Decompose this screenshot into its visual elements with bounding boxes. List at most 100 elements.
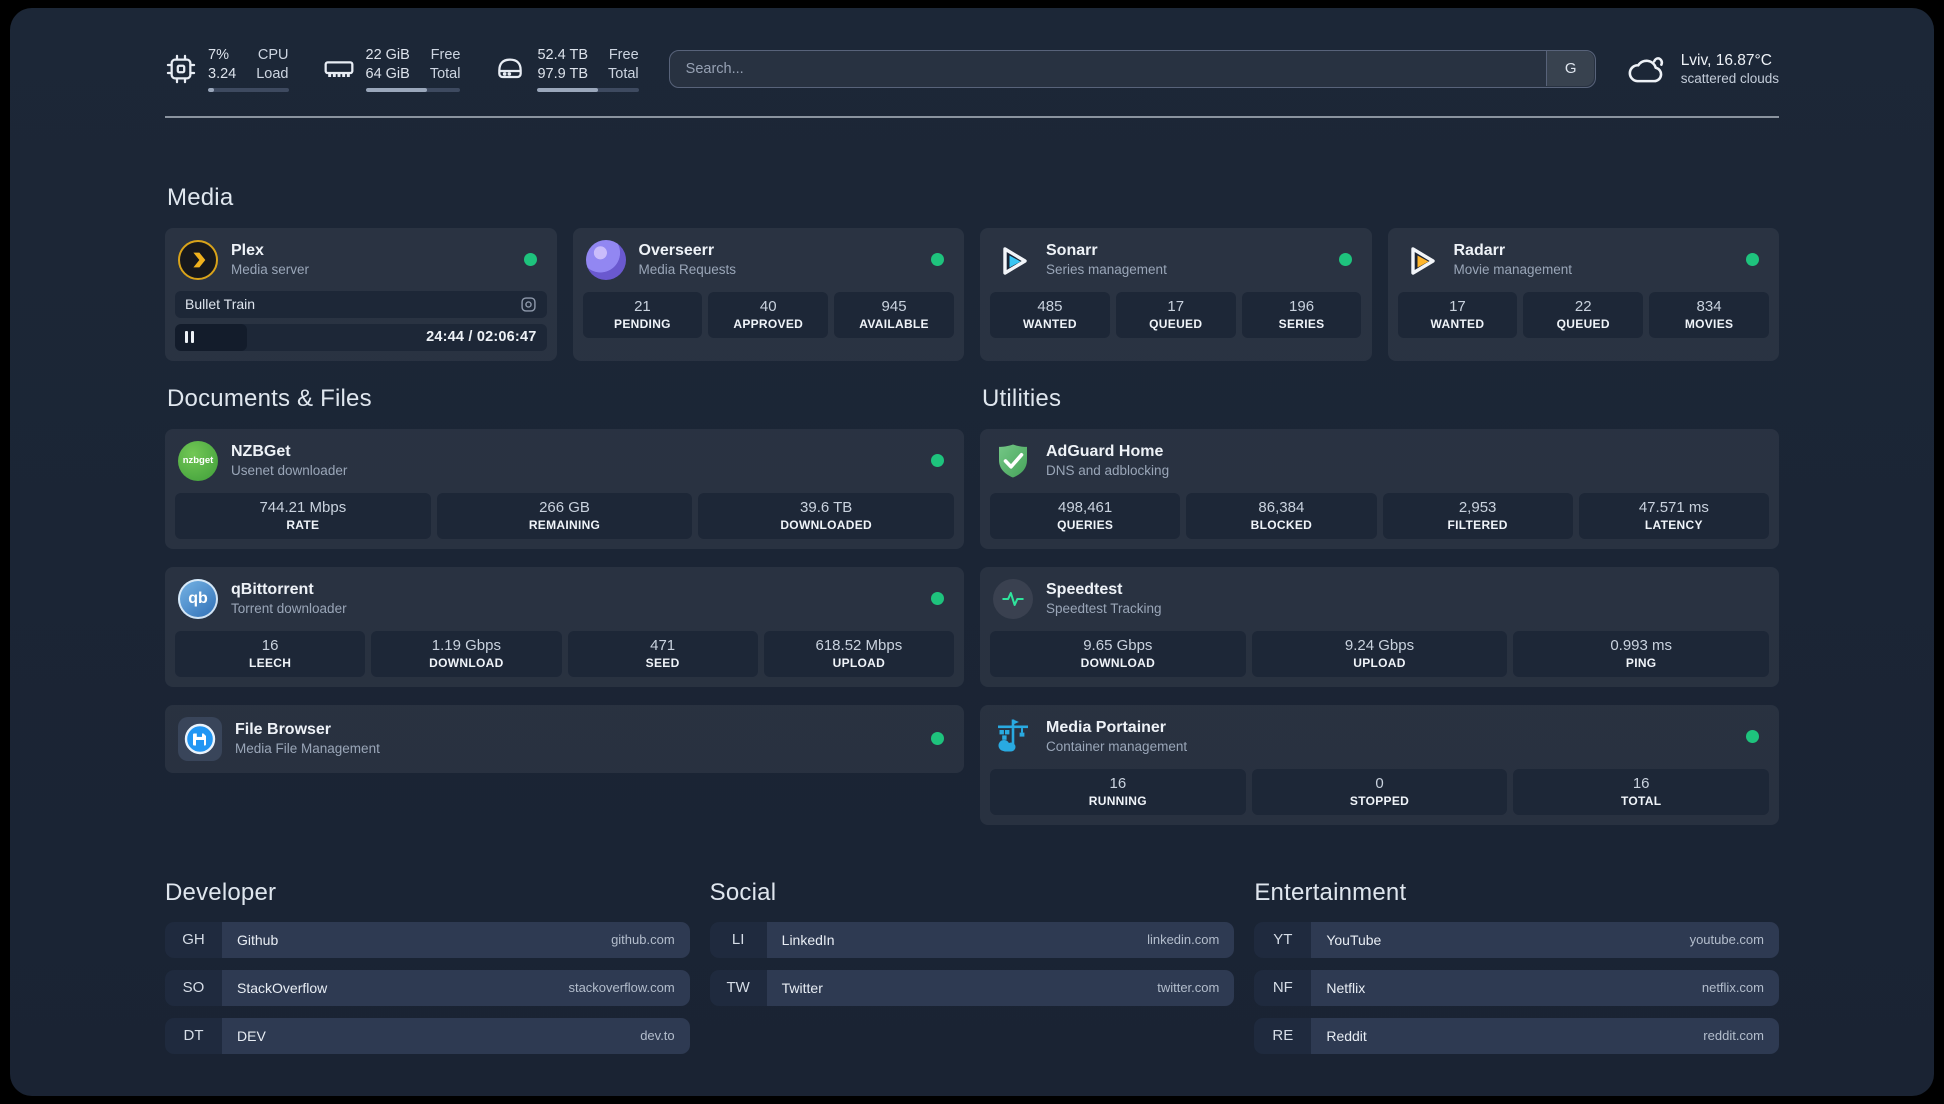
stat-block: 1.19 Gbps DOWNLOAD [371,630,562,677]
bookmark-domain: twitter.com [1157,980,1220,996]
bookmark-domain: github.com [611,932,675,948]
stat-value: 744.21 Mbps [259,498,347,516]
bookmark-stackoverflow[interactable]: SO StackOverflow stackoverflow.com [165,969,690,1006]
dashboard: 7% CPU 3.24 Load 22 Gi [10,8,1934,1096]
stat-value: 945 [881,297,907,315]
section-heading-media: Media [167,183,234,211]
service-subtitle: Media server [231,262,310,278]
service-title: Speedtest [1046,581,1123,599]
service-subtitle: Speedtest Tracking [1046,601,1162,617]
cpu-usage-label: CPU [257,47,289,63]
portainer-card[interactable]: Media Portainer Container management 16 … [980,704,1779,825]
cloud-icon [1628,57,1663,83]
stat-value: 266 GB [539,498,590,516]
status-dot [523,253,537,267]
overseerr-card[interactable]: Overseerr Media Requests 21 PENDING 40 A… [572,227,964,361]
search-provider-button[interactable]: G [1546,51,1595,87]
stat-block: 47.571 ms LATENCY [1578,492,1769,539]
stat-block: 21 PENDING [582,291,703,338]
bookmark-name: YouTube [1326,931,1382,948]
service-title: Plex [231,242,264,260]
bookmark-github[interactable]: GH Github github.com [165,921,690,958]
stat-value: 16 [1109,774,1127,792]
memory-progress-fill [365,87,428,92]
service-title: Radarr [1453,242,1506,260]
stat-block: 22 QUEUED [1523,291,1644,338]
bookmark-youtube[interactable]: YT YouTube youtube.com [1254,921,1779,958]
playback-time: 24:44 / 02:06:47 [426,329,537,346]
stat-value: 17 [1167,297,1185,315]
bookmark-twitter[interactable]: TW Twitter twitter.com [709,969,1235,1006]
speedtest-card[interactable]: Speedtest Speedtest Tracking 9.65 Gbps D… [980,566,1779,687]
stat-value: 16 [261,636,279,654]
search-input[interactable] [668,49,1596,88]
filebrowser-card[interactable]: File Browser Media File Management [165,704,964,773]
stat-value: 618.52 Mbps [815,636,903,654]
stat-label: DOWNLOAD [1080,655,1156,670]
stat-label: MOVIES [1684,316,1734,331]
cpu-icon [166,54,196,84]
bookmark-netflix[interactable]: NF Netflix netflix.com [1254,969,1779,1006]
stat-block: 86,384 BLOCKED [1186,492,1377,539]
bookmark-reddit[interactable]: RE Reddit reddit.com [1254,1017,1779,1054]
stat-label: UPLOAD [832,655,886,670]
service-title: NZBGet [231,443,291,461]
filebrowser-icon [178,716,222,761]
bookmark-domain: reddit.com [1703,1028,1764,1044]
status-dot [1338,253,1352,267]
section-heading-social: Social [709,878,777,906]
bookmark-linkedin[interactable]: LI LinkedIn linkedin.com [709,921,1235,958]
service-title: Sonarr [1046,242,1098,260]
stat-value: 40 [759,297,777,315]
radarr-card[interactable]: Radarr Movie management 17 WANTED 22 QUE… [1387,227,1779,361]
adguard-card[interactable]: AdGuard Home DNS and adblocking 498,461 … [980,428,1779,549]
stat-value: 16 [1632,774,1650,792]
stat-block: 196 SERIES [1241,291,1362,338]
stat-value: 47.571 ms [1638,498,1709,516]
bookmark-abbr: NF [1254,969,1312,1006]
speedtest-icon [993,578,1033,619]
cast-icon [520,297,536,312]
bookmark-name: StackOverflow [237,979,328,996]
memory-icon [324,61,353,77]
cpu-usage-value: 7% [208,47,229,63]
stat-block: 16 TOTAL [1513,768,1770,815]
stat-block: 16 RUNNING [990,768,1246,815]
stat-value: 834 [1696,297,1722,315]
disk-widget: 52.4 TB Free 97.9 TB Total [494,46,639,92]
qbittorrent-icon: qb [178,578,218,619]
stat-label: QUEUED [1556,316,1610,331]
bookmark-dev[interactable]: DT DEV dev.to [165,1017,690,1054]
plex-card[interactable]: Plex Media server Bullet Train 24:44 / 0… [165,227,557,361]
utilities-column: Utilities AdGuard Home [980,385,1779,825]
bookmark-abbr: DT [165,1017,222,1054]
bookmark-domain: linkedin.com [1147,932,1220,948]
stat-block: 9.65 Gbps DOWNLOAD [990,630,1246,677]
stat-value: 39.6 TB [800,498,853,516]
section-heading-developer: Developer [165,878,277,906]
weather-widget: Lviv, 16.87°C scattered clouds [1626,52,1779,86]
stat-label: WANTED [1023,316,1077,331]
stat-label: STOPPED [1349,793,1410,808]
sonarr-card[interactable]: Sonarr Series management 485 WANTED 17 Q… [980,227,1372,361]
service-subtitle: DNS and adblocking [1046,463,1170,479]
bookmark-domain: dev.to [640,1028,675,1044]
disk-icon [498,58,523,78]
stat-label: PENDING [614,316,671,331]
nzbget-card[interactable]: nzbget NZBGet Usenet downloader 744.21 M… [165,428,964,549]
stat-value: 0.993 ms [1610,636,1673,654]
stat-label: FILTERED [1447,517,1508,532]
stat-value: 86,384 [1258,498,1305,516]
entertainment-group: Entertainment YT YouTube youtube.com NF … [1254,879,1779,1054]
status-dot [1746,253,1759,267]
memory-total-label: Total [429,65,461,82]
stat-value: 9.24 Gbps [1344,636,1415,654]
portainer-icon [993,717,1033,757]
stat-value: 17 [1449,297,1466,315]
bookmark-name: Twitter [781,979,823,996]
stat-block: 9.24 Gbps UPLOAD [1251,630,1508,677]
section-heading-entertainment: Entertainment [1254,878,1407,906]
qbittorrent-card[interactable]: qb qBittorrent Torrent downloader 16 LEE… [165,566,964,687]
service-title: qBittorrent [231,581,314,599]
stat-label: LATENCY [1644,517,1703,532]
